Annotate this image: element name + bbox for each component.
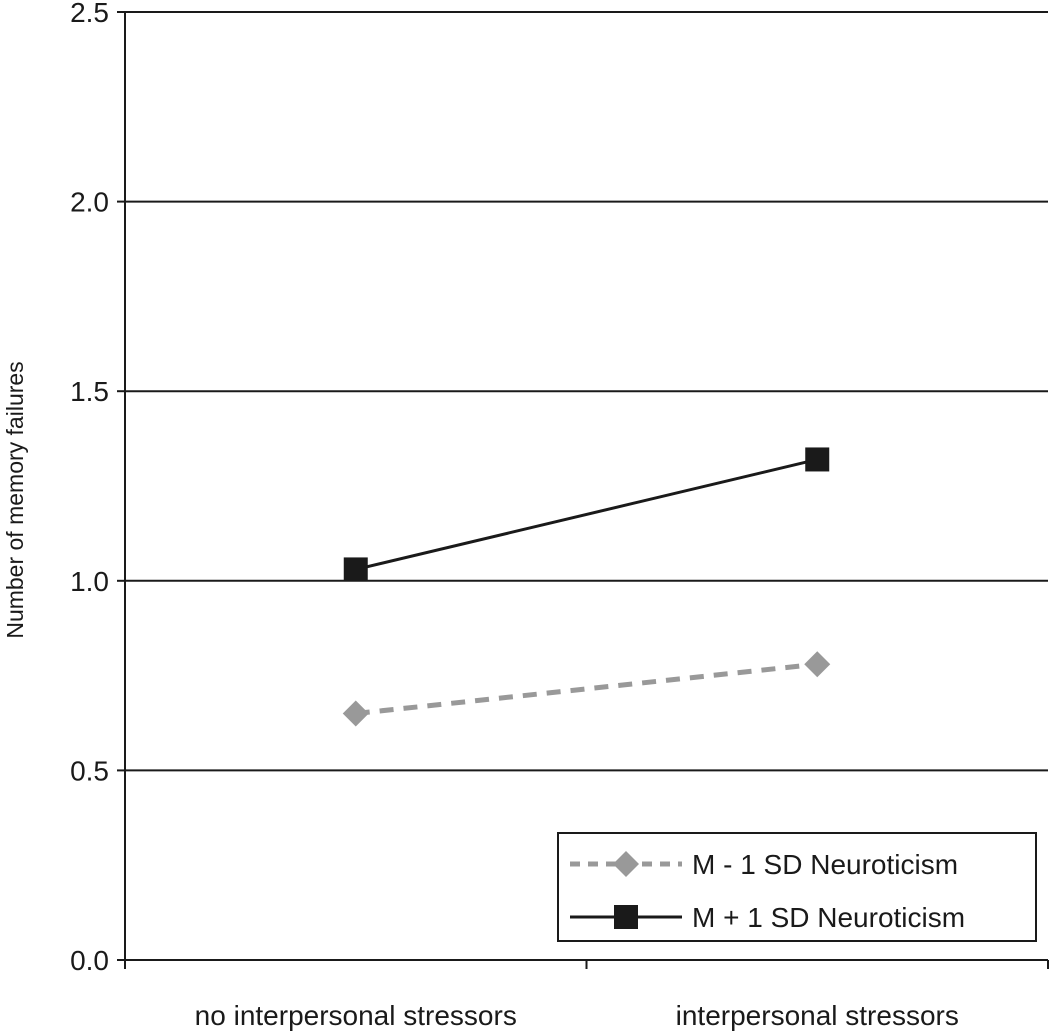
data-point [804, 651, 831, 678]
y-tick-label: 2.0 [70, 187, 109, 218]
data-point [343, 557, 368, 582]
data-point [342, 700, 369, 727]
x-category-label: interpersonal stressors [676, 1000, 959, 1031]
y-tick-label: 1.5 [70, 376, 109, 407]
y-tick-label: 0.5 [70, 755, 109, 786]
legend-swatch-marker [613, 851, 639, 877]
legend-label: M + 1 SD Neuroticism [692, 902, 965, 933]
series-line [355, 457, 818, 571]
legend-swatch-marker [614, 905, 638, 929]
series-lines [342, 447, 831, 727]
series-line [355, 661, 818, 717]
y-tick-label: 0.0 [70, 945, 109, 976]
legend: M - 1 SD Neuroticism M + 1 SD Neuroticism [557, 832, 1037, 942]
legend-items: M - 1 SD Neuroticism M + 1 SD Neuroticism [570, 849, 965, 933]
x-category-label: no interpersonal stressors [195, 1000, 517, 1031]
y-tick-labels: 0.0 0.5 1.0 1.5 2.0 2.5 [70, 0, 109, 976]
y-axis-title: Number of memory failures [2, 361, 28, 638]
y-tick-label: 1.0 [70, 566, 109, 597]
series [343, 447, 830, 582]
data-point [805, 447, 830, 472]
axes [117, 11, 1049, 969]
legend-item: M + 1 SD Neuroticism [570, 902, 965, 933]
x-category-labels: no interpersonal stressors interpersonal … [195, 1000, 959, 1031]
legend-label: M - 1 SD Neuroticism [692, 849, 958, 880]
series [342, 651, 831, 727]
legend-item: M - 1 SD Neuroticism [570, 849, 958, 880]
y-tick-label: 2.5 [70, 0, 109, 28]
gridlines [125, 11, 1048, 772]
